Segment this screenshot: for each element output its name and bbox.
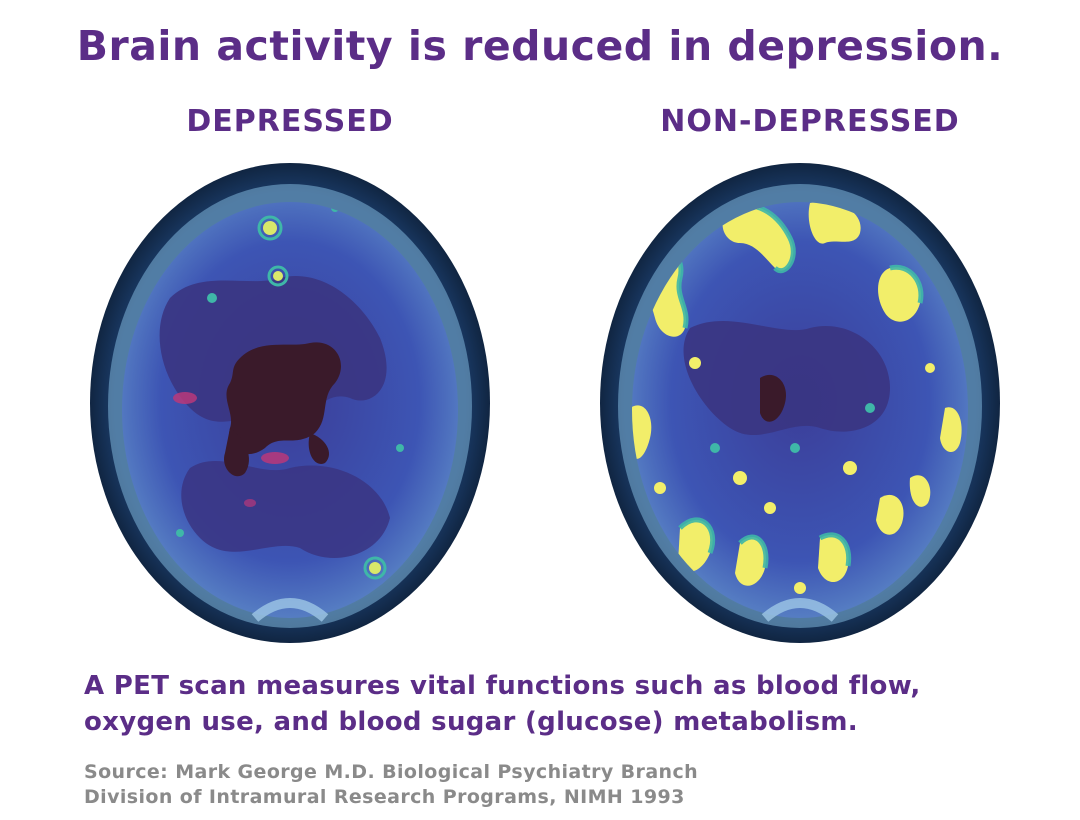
page-title: Brain activity is reduced in depression. (76, 22, 1004, 70)
caption-line-2: oxygen use, and blood sugar (glucose) me… (84, 707, 858, 737)
non-depressed-label: NON-DEPRESSED (660, 104, 960, 139)
source-credit: Source: Mark George M.D. Biological Psyc… (84, 760, 984, 810)
caption-line-1: A PET scan measures vital functions such… (84, 671, 921, 701)
source-line-2: Division of Intramural Research Programs… (84, 786, 685, 808)
active-region-frontal (722, 205, 794, 271)
depressed-label: DEPRESSED (186, 104, 394, 139)
caption: A PET scan measures vital functions such… (84, 668, 1064, 740)
source-line-1: Source: Mark George M.D. Biological Psyc… (84, 761, 699, 783)
inactive-core-region (226, 342, 341, 455)
depressed-pet-scan (80, 148, 500, 648)
active-region-occipital (678, 519, 713, 572)
non-depressed-pet-scan (590, 148, 1010, 648)
